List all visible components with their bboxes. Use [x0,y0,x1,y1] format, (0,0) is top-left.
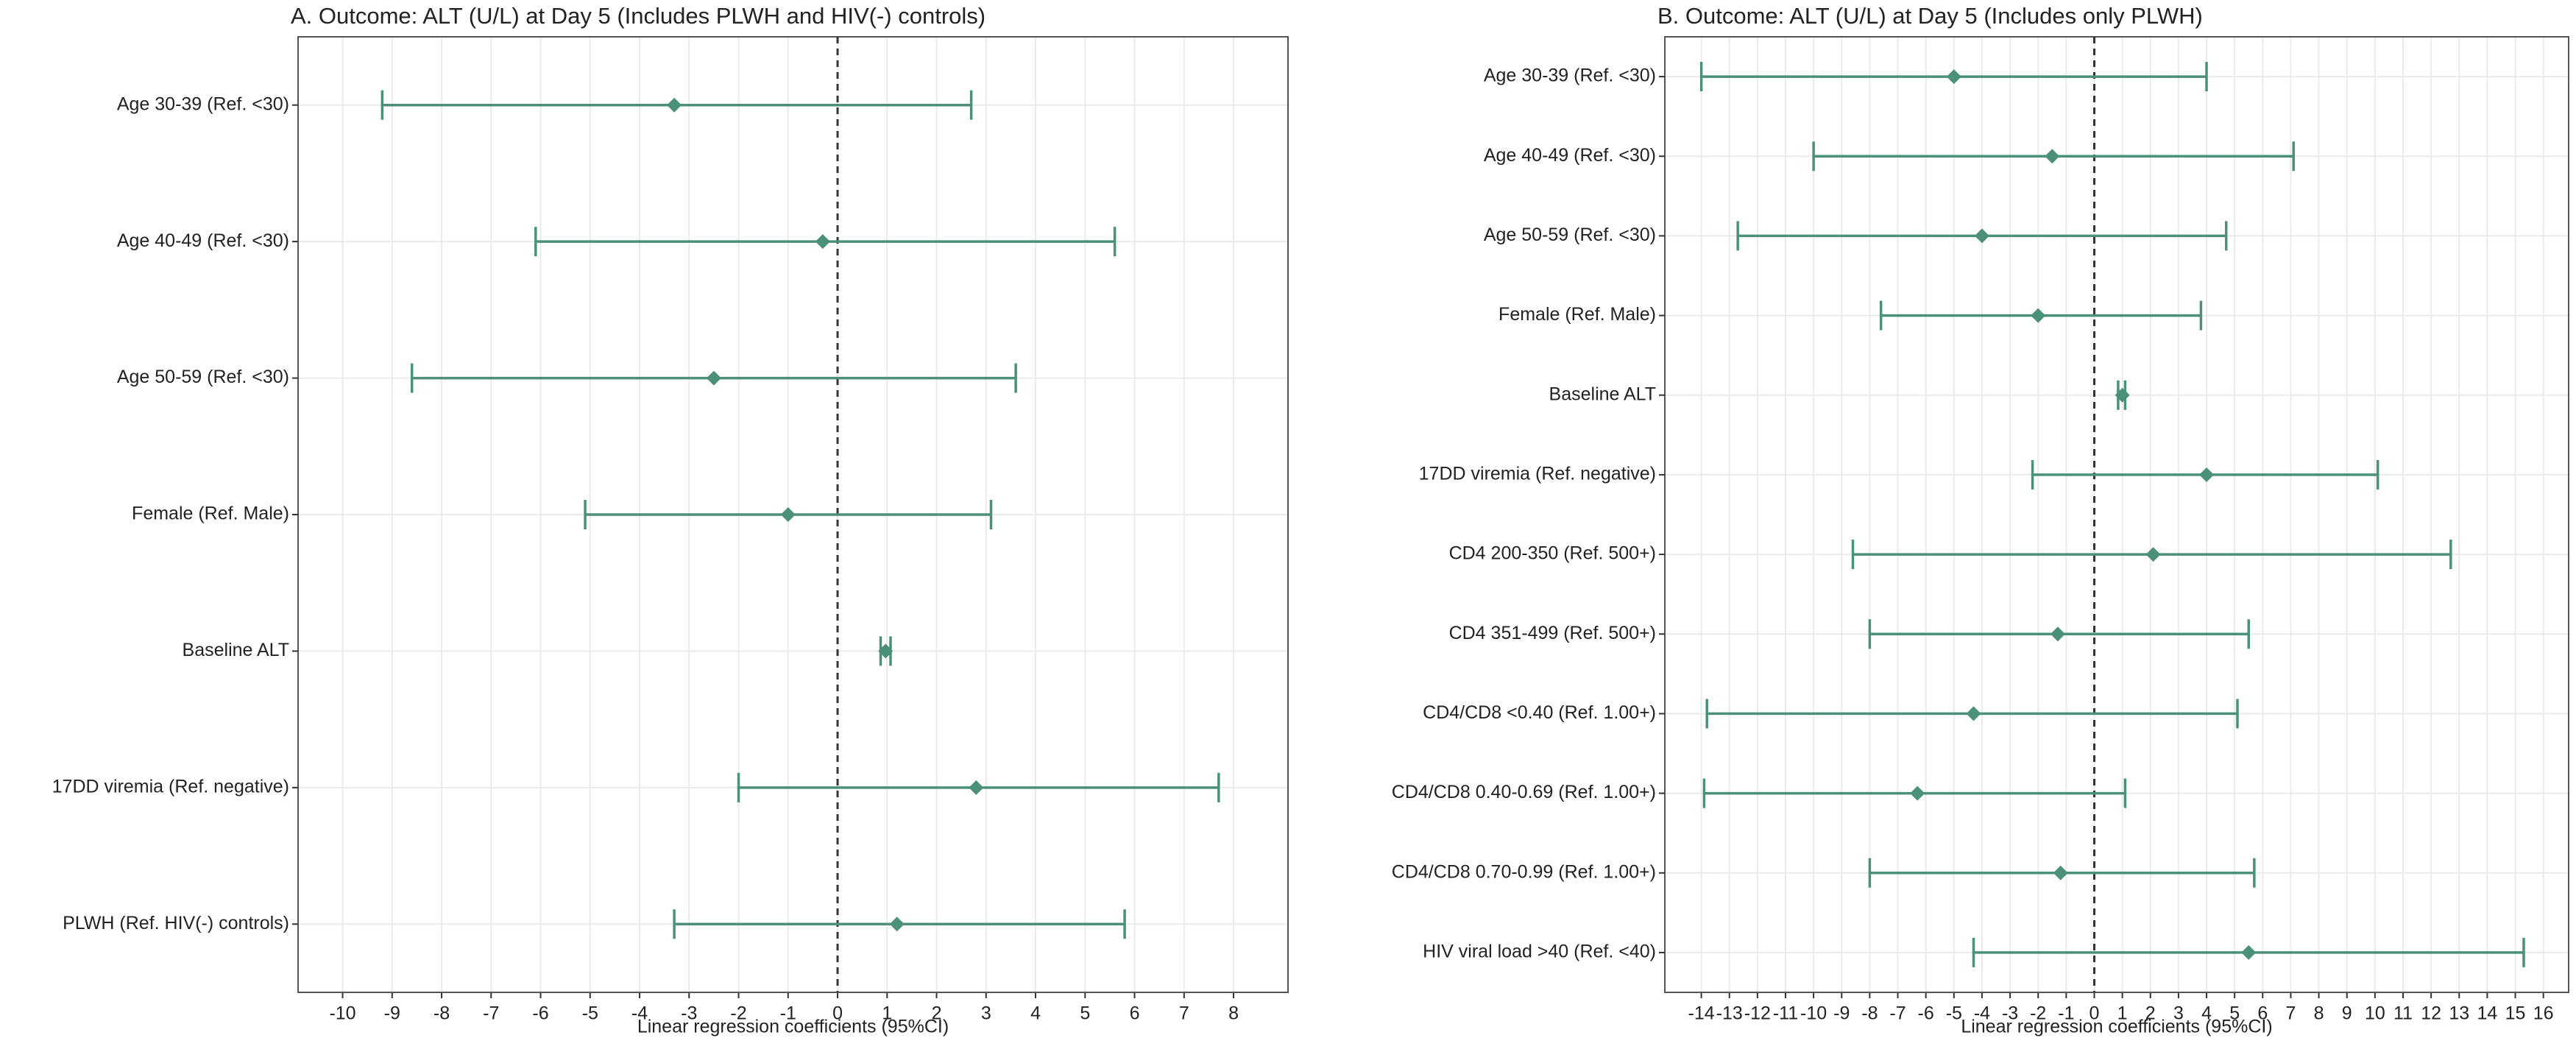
x-tick-label: -9 [1833,1003,1850,1024]
x-tick-label: 12 [2421,1003,2441,1024]
x-tick-label: -3 [2002,1003,2018,1024]
estimate-point [2045,149,2060,164]
x-tick-label: 0 [832,1003,843,1024]
x-tick-label: -12 [1744,1003,1771,1024]
x-tick-label: -6 [1918,1003,1934,1024]
panel-title: B. Outcome: ALT (U/L) at Day 5 (Includes… [1657,3,2203,29]
x-axis-title: Linear regression coefficients (95%CI) [637,1017,949,1037]
x-tick-label: -10 [1800,1003,1827,1024]
x-tick-label: 3 [2173,1003,2184,1024]
x-tick-label: 11 [2393,1003,2413,1024]
x-tick-label: 1 [2117,1003,2128,1024]
x-tick-label: -2 [2030,1003,2046,1024]
estimate-point [889,917,905,932]
estimate-point [2241,945,2257,960]
y-tick-label: CD4 200-350 (Ref. 500+) [1449,543,1656,564]
panel-border [1664,36,2569,993]
x-tick-label: 14 [2477,1003,2497,1024]
estimate-point [815,234,830,250]
x-tick-label: 0 [2090,1003,2100,1024]
y-tick-label: Age 30-39 (Ref. <30) [1484,66,1656,86]
x-tick-label: -5 [582,1003,598,1024]
x-tick-label: 9 [2342,1003,2352,1024]
x-tick-label: -4 [631,1003,648,1024]
x-tick-label: 6 [1130,1003,1140,1024]
estimate-point [2031,308,2046,323]
x-tick-label: 8 [2314,1003,2324,1024]
x-tick-label: 4 [1030,1003,1041,1024]
x-tick-label: -4 [1974,1003,1990,1024]
x-tick-label: -9 [384,1003,400,1024]
estimate-point [2050,626,2065,642]
estimate-point [2115,387,2130,403]
x-tick-label: -11 [1773,1003,1798,1024]
x-tick-label: 1 [882,1003,892,1024]
estimate-point [780,507,796,522]
x-tick-label: -8 [434,1003,450,1024]
x-tick-label: -1 [780,1003,796,1024]
y-tick-label: Female (Ref. Male) [1498,304,1656,325]
y-tick-label: Female (Ref. Male) [132,504,289,524]
x-tick-label: 4 [2201,1003,2212,1024]
panel-title: A. Outcome: ALT (U/L) at Day 5 (Includes… [291,3,986,29]
x-tick-label: -13 [1716,1003,1743,1024]
estimate-point [706,370,721,386]
y-tick-label: Age 30-39 (Ref. <30) [117,93,289,114]
estimate-point [1974,228,1989,244]
y-tick-label: 17DD viremia (Ref. negative) [52,776,289,797]
x-tick-label: -3 [681,1003,697,1024]
x-tick-label: 16 [2533,1003,2554,1024]
estimate-point [2145,547,2161,562]
y-tick-label: Age 40-49 (Ref. <30) [117,230,289,251]
estimate-point [1966,706,1981,721]
x-tick-label: 2 [932,1003,942,1024]
x-tick-label: 8 [1228,1003,1239,1024]
x-tick-label: -8 [1861,1003,1878,1024]
y-tick-label: Baseline ALT [1549,384,1656,404]
y-tick-label: CD4 351-499 (Ref. 500+) [1449,623,1656,643]
x-tick-label: 10 [2365,1003,2385,1024]
y-tick-label: Age 50-59 (Ref. <30) [1484,225,1656,245]
y-tick-label: CD4/CD8 0.40-0.69 (Ref. 1.00+) [1392,782,1656,802]
x-tick-label: -10 [329,1003,355,1024]
x-tick-label: 13 [2449,1003,2469,1024]
x-tick-label: -5 [1946,1003,1962,1024]
estimate-point [969,780,984,795]
x-tick-label: 7 [2285,1003,2296,1024]
y-tick-label: Age 40-49 (Ref. <30) [1484,145,1656,166]
x-tick-label: 6 [2257,1003,2268,1024]
y-tick-label: PLWH (Ref. HIV(-) controls) [63,913,289,933]
y-tick-label: CD4/CD8 0.70-0.99 (Ref. 1.00+) [1392,861,1656,882]
x-tick-label: 7 [1179,1003,1189,1024]
x-tick-label: -7 [483,1003,499,1024]
x-tick-label: 15 [2505,1003,2526,1024]
estimate-point [1910,785,1925,801]
estimate-point [1946,69,1961,85]
y-tick-label: HIV viral load >40 (Ref. <40) [1423,942,1656,962]
x-tick-label: 5 [2229,1003,2240,1024]
estimate-point [2053,865,2068,880]
x-tick-label: 2 [2145,1003,2156,1024]
estimate-point [2199,467,2215,482]
x-tick-label: -14 [1688,1003,1715,1024]
estimate-point [878,643,894,659]
x-tick-label: 3 [981,1003,991,1024]
x-tick-label: -2 [730,1003,746,1024]
estimate-point [667,97,682,113]
y-tick-label: 17DD viremia (Ref. negative) [1419,464,1656,484]
x-tick-label: -7 [1889,1003,1906,1024]
x-axis-title: Linear regression coefficients (95%CI) [1961,1017,2272,1037]
y-tick-label: CD4/CD8 <0.40 (Ref. 1.00+) [1423,702,1656,723]
x-tick-label: -6 [532,1003,548,1024]
y-tick-label: Age 50-59 (Ref. <30) [117,367,289,387]
x-tick-label: 5 [1080,1003,1090,1024]
x-tick-label: -1 [2058,1003,2074,1024]
y-tick-label: Baseline ALT [183,640,289,660]
